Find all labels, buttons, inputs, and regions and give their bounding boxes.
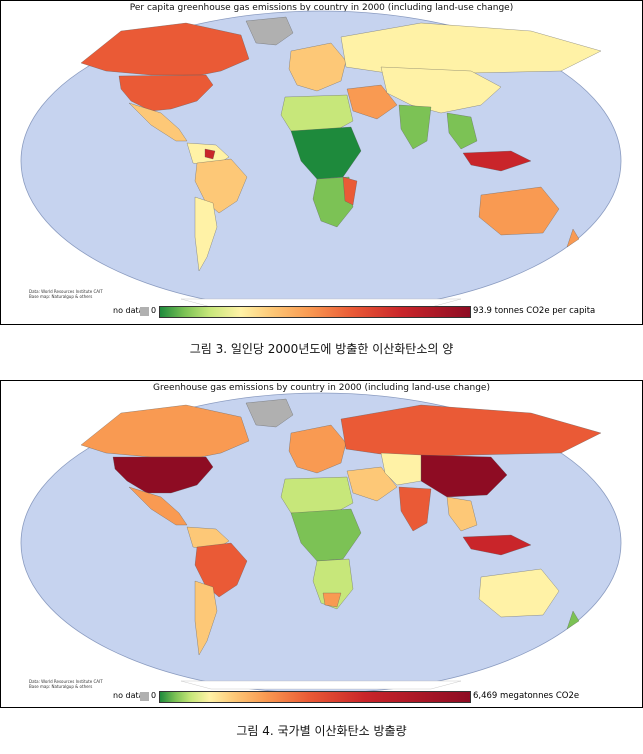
region-mozambique [342, 176, 358, 206]
region-antarctica [180, 680, 462, 690]
region-russia [340, 404, 602, 458]
map-credit: Data: World Resources Institute CAIT Bas… [29, 289, 103, 299]
region-canada [80, 22, 250, 76]
map-panel-total: Greenhouse gas emissions by country in 2… [0, 380, 643, 708]
region-africa-central [290, 508, 362, 562]
legend-no-data-swatch [140, 307, 149, 316]
credit-line-2: Base map: Naturalgup & others [29, 294, 93, 299]
credit-line-1: Data: World Resources Institute CAIT [29, 289, 103, 294]
region-asia-central [380, 452, 422, 486]
region-south-america-south [194, 196, 218, 272]
region-middle-east [346, 84, 398, 120]
region-new-zealand [566, 610, 580, 630]
region-russia [340, 22, 602, 76]
region-usa [112, 456, 214, 494]
region-new-zealand [566, 228, 580, 248]
region-indonesia-malaysia [462, 150, 532, 172]
map-panel-per-capita: Per capita greenhouse gas emissions by c… [0, 0, 643, 325]
map-title: Per capita greenhouse gas emissions by c… [129, 3, 514, 13]
region-india [398, 486, 432, 532]
region-mexico [128, 102, 188, 142]
legend-min-label: 0 [151, 691, 157, 700]
credit-line-1: Data: World Resources Institute CAIT [29, 679, 103, 684]
region-europe [288, 42, 347, 92]
region-asia-central [380, 66, 502, 114]
map-title: Greenhouse gas emissions by country in 2… [153, 383, 490, 393]
region-southeast-asia [446, 496, 478, 532]
legend-max-label: 93.9 tonnes CO2e per capita [473, 306, 596, 316]
region-africa-south [312, 176, 354, 228]
region-greenland [245, 16, 294, 46]
region-australia [478, 186, 560, 236]
world-map-total [20, 392, 622, 694]
caption-figure-3: 그림 3. 일인당 2000년도에 방출한 이산화탄소의 양 [189, 342, 454, 356]
legend-color-ramp [159, 691, 471, 703]
region-middle-east [346, 466, 398, 502]
region-europe [288, 424, 347, 474]
region-australia [478, 568, 560, 618]
region-india [398, 104, 432, 150]
region-brazil [194, 542, 248, 598]
region-south-america-south [194, 580, 218, 656]
legend-no-data-label: no data [113, 306, 144, 315]
legend-min-label: 0 [151, 306, 157, 315]
region-brazil [194, 158, 248, 214]
region-indonesia [462, 534, 532, 556]
region-usa [118, 74, 214, 112]
legend-no-data-label: no data [113, 691, 144, 700]
credit-line-2: Base map: Naturalgup & others [29, 684, 93, 689]
region-south-africa [322, 592, 342, 608]
caption-figure-4: 그림 4. 국가별 이산화탄소 방출량 [236, 724, 407, 738]
region-mexico [128, 486, 188, 526]
legend-max-label: 6,469 megatonnes CO2e [473, 691, 580, 701]
legend-color-ramp [159, 306, 471, 318]
region-guyana [204, 148, 216, 160]
region-greenland [245, 398, 294, 428]
world-map-per-capita [20, 10, 622, 312]
region-southeast-asia [446, 112, 478, 150]
map-credit: Data: World Resources Institute CAIT Bas… [29, 679, 103, 689]
region-canada [80, 404, 250, 458]
legend-no-data-swatch [140, 692, 149, 701]
region-africa-south [312, 558, 354, 610]
